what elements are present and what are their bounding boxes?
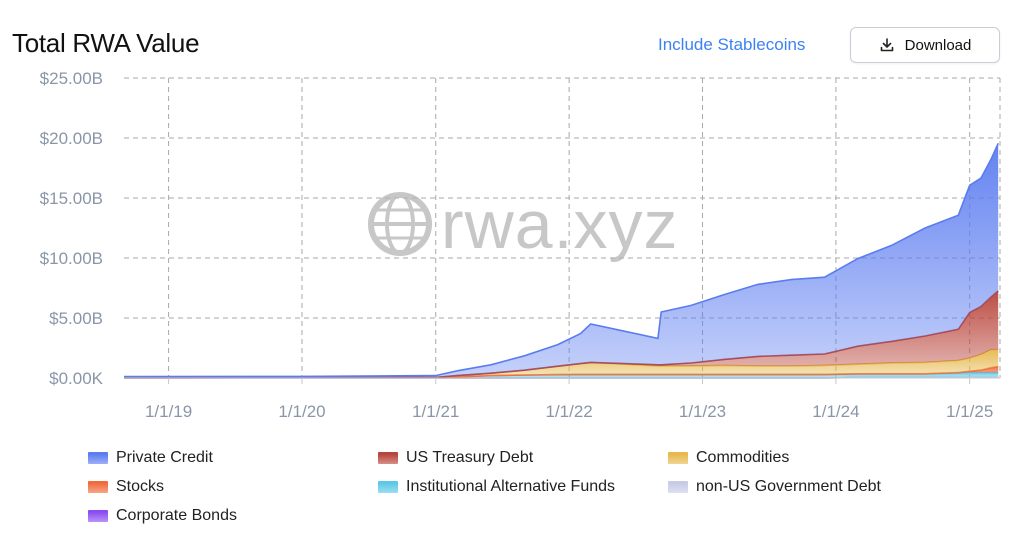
- download-icon: [880, 38, 893, 52]
- legend-label: Corporate Bonds: [116, 507, 237, 524]
- y-tick-label: $25.00B: [40, 69, 103, 88]
- legend-item-private-credit[interactable]: Private Credit: [88, 448, 378, 468]
- include-stablecoins-link[interactable]: Include Stablecoins: [658, 35, 806, 54]
- y-tick-label: $5.00B: [49, 309, 103, 328]
- legend-item-non-us-government-debt[interactable]: non-US Government Debt: [668, 477, 968, 497]
- legend-item-institutional-alternative-funds[interactable]: Institutional Alternative Funds: [378, 477, 668, 497]
- legend-swatch: [668, 481, 688, 493]
- legend-item-corporate-bonds[interactable]: Corporate Bonds: [88, 506, 378, 526]
- legend-label: Private Credit: [116, 449, 213, 466]
- legend: Private Credit US Treasury Debt Commoditie…: [88, 448, 1008, 528]
- legend-label: Institutional Alternative Funds: [406, 478, 616, 495]
- download-button[interactable]: Download: [850, 27, 1000, 63]
- x-tick-label: 1/1/25: [946, 402, 993, 421]
- legend-swatch: [378, 481, 398, 493]
- rwa-area-chart: rwa.xyz $0.00K $5.00B $10.00B $15.00B $20.00…: [40, 69, 1001, 421]
- y-tick-label: $20.00B: [40, 129, 103, 148]
- x-tick-label: 1/1/24: [812, 402, 859, 421]
- watermark-text: rwa.xyz: [441, 187, 678, 263]
- watermark: rwa.xyz: [368, 187, 678, 263]
- legend-label: non-US Government Debt: [696, 478, 881, 495]
- axes: $0.00K $5.00B $10.00B $15.00B $20.00B $25.00B…: [40, 69, 1000, 421]
- legend-swatch: [88, 510, 108, 522]
- x-tick-label: 1/1/23: [679, 402, 726, 421]
- legend-label: US Treasury Debt: [406, 449, 534, 466]
- area-private-credit: [124, 143, 999, 378]
- legend-swatch: [88, 481, 108, 493]
- legend-label: Commodities: [696, 449, 790, 466]
- y-tick-label: $0.00K: [49, 369, 104, 388]
- chart-title: Total RWA Value: [12, 28, 200, 58]
- x-tick-label: 1/1/22: [545, 402, 592, 421]
- legend-swatch: [668, 452, 688, 464]
- x-tick-label: 1/1/19: [145, 402, 192, 421]
- line-private-credit: [123, 142, 999, 378]
- legend-swatch: [378, 452, 398, 464]
- x-tick-label: 1/1/21: [412, 402, 459, 421]
- globe-icon: [368, 192, 432, 256]
- legend-swatch: [88, 452, 108, 464]
- legend-item-commodities[interactable]: Commodities: [668, 448, 968, 468]
- y-tick-label: $15.00B: [40, 189, 103, 208]
- legend-label: Stocks: [116, 478, 165, 495]
- area-commodities: [124, 349, 999, 378]
- legend-item-stocks[interactable]: Stocks: [88, 477, 378, 497]
- download-label: Download: [904, 36, 972, 54]
- x-tick-label: 1/1/20: [278, 402, 325, 421]
- y-tick-label: $10.00B: [40, 249, 103, 268]
- legend-item-us-treasury-debt[interactable]: US Treasury Debt: [378, 448, 668, 468]
